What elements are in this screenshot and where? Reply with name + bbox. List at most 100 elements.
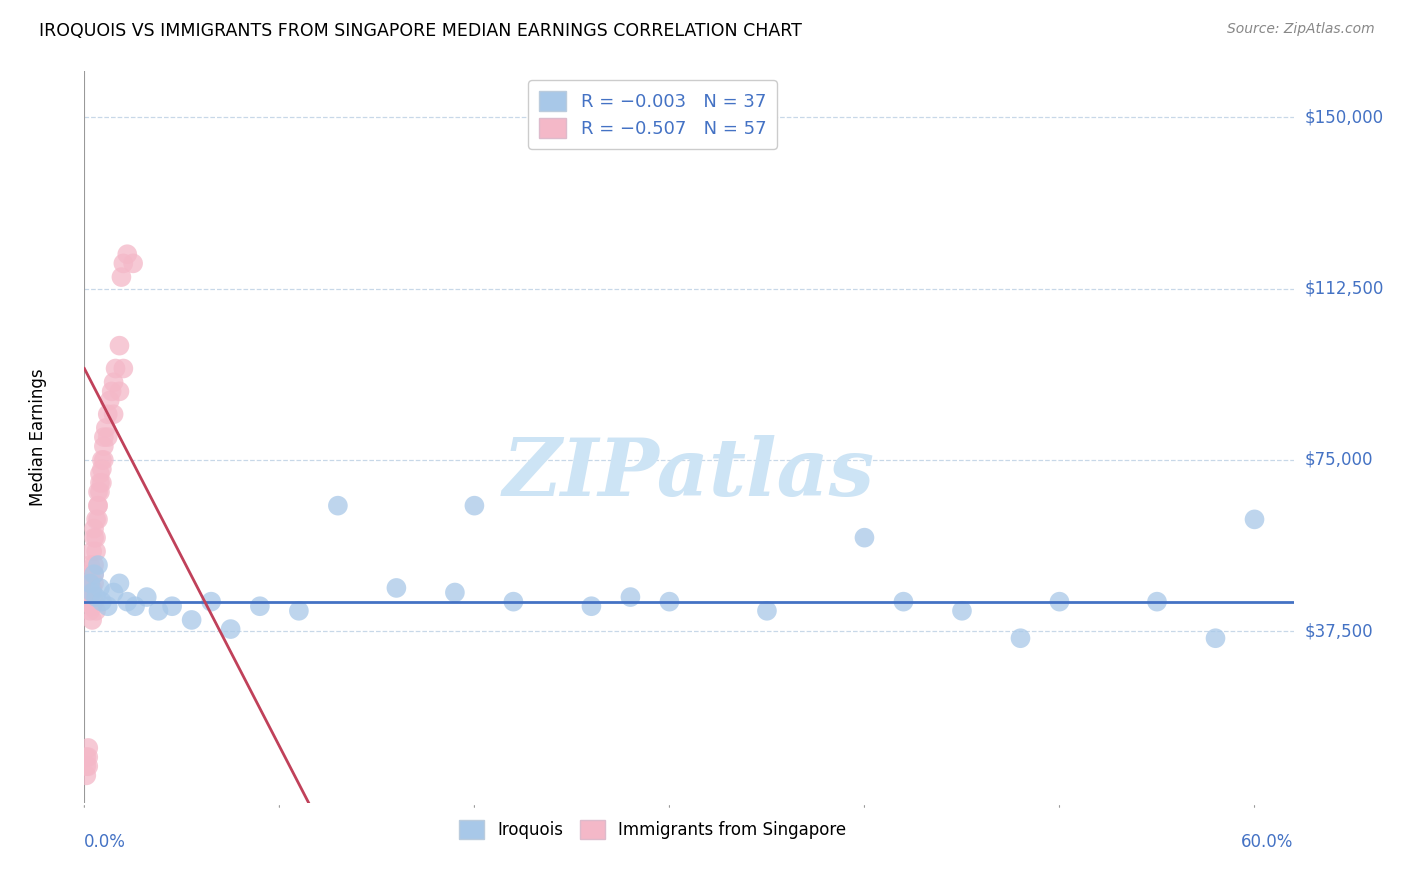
Point [90,475,112,490]
Point [97,407,120,421]
Point [77,585,100,599]
Point [90,594,112,608]
Point [755,604,778,618]
Point [89,467,111,481]
Point [1205,632,1227,646]
Point [79,594,101,608]
Point [84,512,107,526]
Point [103,375,125,389]
Point [83,558,105,573]
Text: Median Earnings: Median Earnings [30,368,48,506]
Point [98,393,121,408]
Point [326,499,349,513]
Point [83,521,105,535]
Text: IROQUOIS VS IMMIGRANTS FROM SINGAPORE MEDIAN EARNINGS CORRELATION CHART: IROQUOIS VS IMMIGRANTS FROM SINGAPORE ME… [39,22,803,40]
Point [112,256,135,270]
Point [87,499,110,513]
Point [94,421,117,435]
Point [108,384,131,399]
Point [82,585,104,599]
Text: 60.0%: 60.0% [1241,833,1294,851]
Point [77,759,100,773]
Point [89,581,111,595]
Point [658,594,681,608]
Point [385,581,408,595]
Point [108,338,131,352]
Point [581,599,603,614]
Point [112,361,135,376]
Point [87,512,110,526]
Point [82,613,104,627]
Point [93,453,115,467]
Point [619,590,641,604]
Point [288,604,311,618]
Point [77,740,100,755]
Point [117,247,139,261]
Point [77,576,100,591]
Point [87,558,110,573]
Point [84,531,107,545]
Point [160,599,183,614]
Point [180,613,202,627]
Point [82,581,104,595]
Point [79,567,101,582]
Point [463,499,485,513]
Point [75,759,97,773]
Point [82,544,104,558]
Point [90,462,112,476]
Point [83,594,105,608]
Text: $37,500: $37,500 [1305,623,1374,640]
Point [75,594,97,608]
Point [1146,594,1168,608]
Point [249,599,271,614]
Legend: Iroquois, Immigrants from Singapore: Iroquois, Immigrants from Singapore [453,814,853,846]
Point [93,430,115,444]
Point [1010,632,1032,646]
Point [950,604,973,618]
Point [83,531,105,545]
Text: Source: ZipAtlas.com: Source: ZipAtlas.com [1227,22,1375,37]
Point [135,590,157,604]
Point [89,484,111,499]
Point [124,599,146,614]
Point [148,604,170,618]
Point [79,576,101,591]
Text: $75,000: $75,000 [1305,451,1374,469]
Point [75,750,97,764]
Point [87,484,110,499]
Point [84,590,107,604]
Point [444,585,467,599]
Point [82,599,104,614]
Point [84,604,107,618]
Point [97,430,120,444]
Text: ZIPatlas: ZIPatlas [503,435,875,512]
Point [219,622,242,636]
Point [75,581,97,595]
Text: $150,000: $150,000 [1305,108,1384,126]
Point [100,384,122,399]
Point [122,256,145,270]
Point [87,499,110,513]
Point [893,594,915,608]
Point [79,585,101,599]
Point [502,594,524,608]
Point [103,585,125,599]
Point [83,576,105,591]
Point [83,567,105,582]
Point [79,558,101,573]
Point [200,594,222,608]
Point [75,768,97,782]
Point [79,604,101,618]
Point [93,439,115,453]
Point [110,270,132,285]
Text: 0.0%: 0.0% [84,833,127,851]
Point [108,576,131,591]
Text: $112,500: $112,500 [1305,279,1384,298]
Point [104,361,127,376]
Point [1243,512,1265,526]
Point [97,599,120,614]
Point [90,453,112,467]
Point [84,544,107,558]
Point [853,531,876,545]
Point [77,750,100,764]
